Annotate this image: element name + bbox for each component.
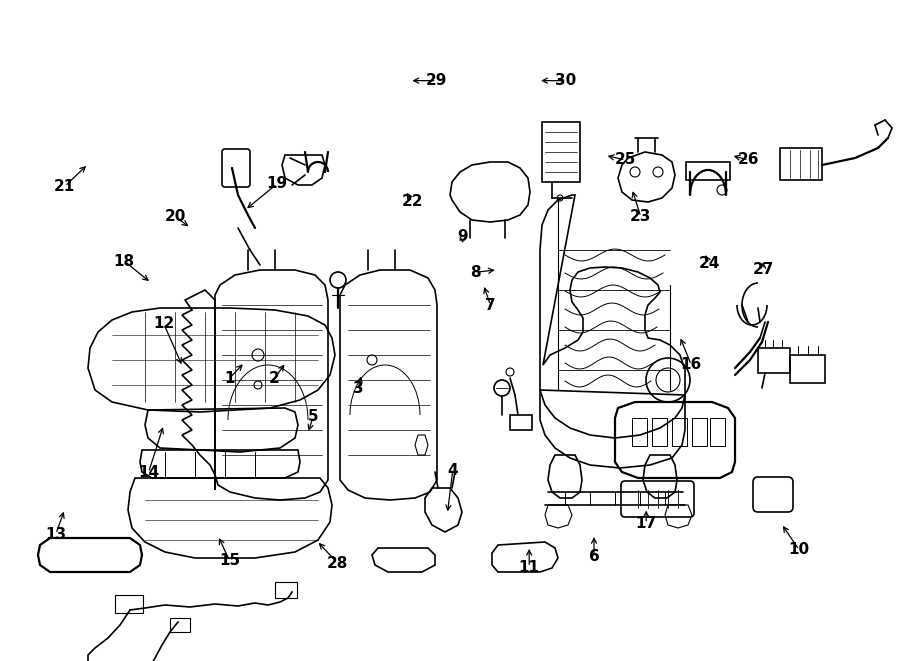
Text: 11: 11 [518,560,540,574]
Text: 13: 13 [45,527,67,541]
Text: 1: 1 [224,371,235,385]
Text: 29: 29 [426,73,447,88]
Text: 6: 6 [589,549,599,564]
Text: 8: 8 [470,265,481,280]
Text: 2: 2 [269,371,280,385]
Text: 26: 26 [738,153,760,167]
Text: 15: 15 [219,553,240,568]
Text: 4: 4 [447,463,458,478]
Text: 17: 17 [635,516,657,531]
Text: 3: 3 [353,381,364,396]
Text: 14: 14 [138,465,159,480]
Text: 19: 19 [266,176,288,191]
Text: 9: 9 [457,229,468,244]
Text: 28: 28 [327,556,348,570]
Text: 16: 16 [680,358,702,372]
Text: 7: 7 [485,298,496,313]
Text: 18: 18 [113,254,135,268]
Text: 25: 25 [615,153,636,167]
Text: 12: 12 [153,317,175,331]
Text: 30: 30 [554,73,576,88]
Text: 5: 5 [308,409,319,424]
Text: 21: 21 [54,179,76,194]
Text: 24: 24 [698,256,720,270]
Text: 27: 27 [752,262,774,277]
Text: 23: 23 [630,210,652,224]
Text: 10: 10 [788,543,810,557]
Text: 20: 20 [165,210,186,224]
Text: 22: 22 [401,194,423,209]
